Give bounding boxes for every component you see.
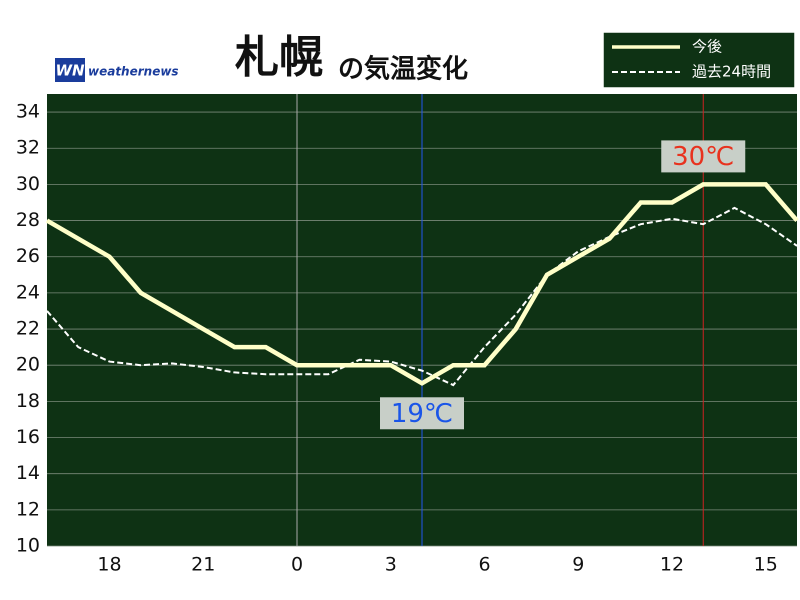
x-tick-label: 6 <box>478 554 490 576</box>
y-tick-label: 18 <box>16 390 40 412</box>
y-tick-label: 20 <box>16 354 40 376</box>
y-tick-label: 14 <box>16 462 40 484</box>
chart-subtitle: の気温変化 <box>338 54 468 85</box>
chart-title: 札幌 <box>235 32 323 83</box>
x-tick-label: 15 <box>754 554 778 576</box>
x-tick-label: 21 <box>191 554 215 576</box>
y-tick-label: 32 <box>16 137 40 159</box>
y-tick-label: 28 <box>16 209 40 231</box>
logo-mark <box>55 58 85 82</box>
y-tick-label: 10 <box>16 535 40 557</box>
y-tick-label: 30 <box>16 173 40 195</box>
annotation-box <box>380 397 464 430</box>
logo-letters: WN <box>55 62 85 80</box>
x-tick-label: 3 <box>385 554 397 576</box>
annotation-box <box>661 140 746 173</box>
legend-label: 過去24時間 <box>692 63 771 81</box>
series-line <box>45 182 799 386</box>
x-tick-label: 9 <box>572 554 584 576</box>
y-tick-label: 22 <box>16 318 40 340</box>
legend-label: 今後 <box>692 38 722 56</box>
y-tick-label: 24 <box>16 281 40 303</box>
legend-box <box>602 31 796 89</box>
logo: WN weathernews <box>55 58 179 82</box>
x-tick-label: 0 <box>291 554 303 576</box>
brand: weathernews <box>88 65 179 79</box>
series-line <box>46 206 798 387</box>
y-tick-label: 26 <box>16 245 40 267</box>
y-tick-label: 34 <box>16 101 40 123</box>
x-tick-label: 12 <box>660 554 684 576</box>
annotation: 19℃ <box>391 399 453 429</box>
x-tick-label: 18 <box>97 554 121 576</box>
y-tick-label: 16 <box>16 426 40 448</box>
annotation: 30℃ <box>672 142 734 172</box>
y-tick-label: 12 <box>16 498 40 520</box>
